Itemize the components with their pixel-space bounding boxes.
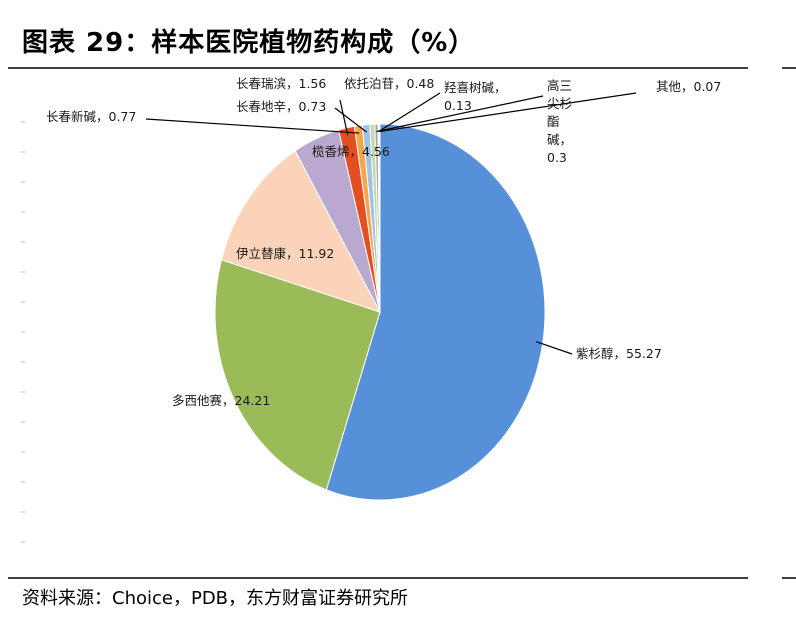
data-label: 长春地辛，0.73 [236, 99, 326, 114]
data-label: 其他，0.07 [656, 79, 721, 94]
data-label: 榄香烯，4.56 [312, 144, 390, 159]
data-label: 长春新碱，0.77 [46, 109, 136, 124]
pie-slice [220, 150, 382, 313]
source-note: 资料来源：Choice，PDB，东方财富证券研究所 [22, 588, 409, 609]
data-label: 依托泊苷，0.48 [344, 76, 434, 91]
data-label: 羟喜树碱， 0.13 [444, 80, 507, 113]
pie-slice [214, 259, 381, 491]
leader-line [334, 107, 367, 133]
data-label: 伊立替康，11.92 [236, 246, 334, 261]
leader-line [376, 95, 544, 133]
data-labels: 紫杉醇，55.27 多西他赛，24.21 伊立替康，11.92 榄香烯，4.56 长春瑞… [46, 76, 721, 408]
leader-line [339, 99, 349, 136]
leader-line [379, 92, 637, 133]
data-label: 长春瑞滨，1.56 [236, 76, 326, 91]
axis-ticks [21, 121, 25, 543]
chart-title: 图表 29：样本医院植物药构成（%） [22, 28, 476, 58]
leader-line [145, 118, 360, 134]
pie-slice [378, 123, 381, 313]
pie-slices [214, 123, 546, 501]
data-label: 多西他赛，24.21 [172, 393, 270, 408]
leader-line [378, 92, 441, 133]
leader-lines [145, 92, 637, 355]
data-label: 紫杉醇，55.27 [576, 346, 662, 361]
pie-slice [325, 123, 546, 501]
leader-line [536, 341, 573, 355]
data-label: 高三尖杉酯碱， 0.3 [547, 78, 572, 165]
